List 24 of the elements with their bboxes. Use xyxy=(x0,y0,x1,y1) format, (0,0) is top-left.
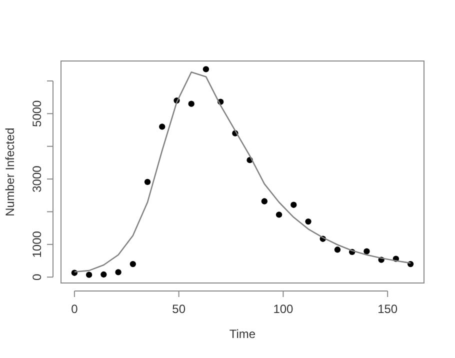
point xyxy=(188,100,194,107)
y-tick-label: 3000 xyxy=(30,165,44,192)
point xyxy=(276,212,282,218)
point xyxy=(115,269,122,276)
y-tick-label: 1000 xyxy=(30,230,44,258)
point xyxy=(144,178,151,186)
y-tick-label: 0 xyxy=(30,273,44,280)
point xyxy=(130,260,136,268)
x-tick-label: 0 xyxy=(71,302,78,316)
point xyxy=(86,272,92,278)
point xyxy=(261,198,268,204)
y-axis-title: Number Infected xyxy=(3,128,17,216)
point xyxy=(334,246,341,253)
x-tick-label: 100 xyxy=(273,302,294,316)
x-tick-label: 50 xyxy=(172,302,186,316)
x-axis-title: Time xyxy=(229,327,256,341)
point xyxy=(290,202,297,208)
point xyxy=(305,218,312,225)
y-tick-label: 5000 xyxy=(30,100,44,127)
x-tick-label: 150 xyxy=(378,302,398,316)
point xyxy=(100,271,107,278)
point xyxy=(159,124,166,130)
point xyxy=(364,248,370,254)
point xyxy=(202,66,210,72)
